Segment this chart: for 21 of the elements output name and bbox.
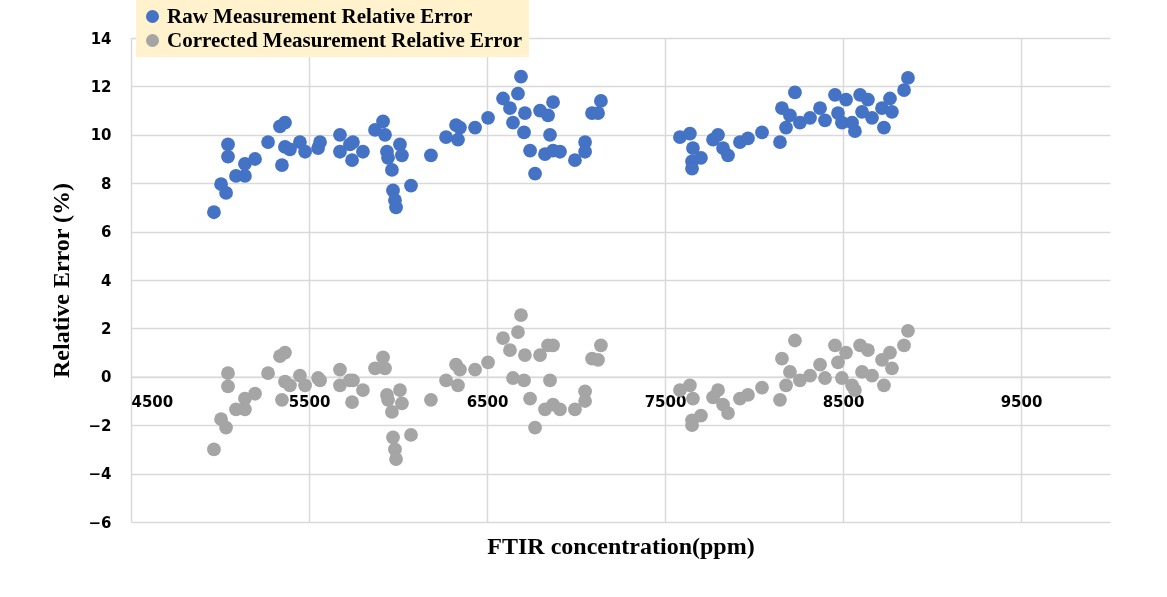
x-axis-title: FTIR concentration(ppm) bbox=[487, 532, 755, 559]
x-tick-label: 6500 bbox=[466, 393, 509, 412]
y-tick-label: 12 bbox=[90, 77, 112, 96]
x-tick-label: 8500 bbox=[822, 393, 865, 412]
y-tick-label: −4 bbox=[88, 465, 112, 484]
x-tick-label: 7500 bbox=[644, 393, 687, 412]
y-tick-label: 14 bbox=[90, 29, 112, 48]
x-tick-label: 9500 bbox=[1000, 393, 1043, 412]
y-tick-label: 2 bbox=[101, 319, 112, 338]
legend-label: Corrected Measurement Relative Error bbox=[167, 27, 523, 52]
y-tick-label: 8 bbox=[101, 174, 112, 193]
y-tick-label: 0 bbox=[101, 368, 112, 387]
y-tick-label: 4 bbox=[101, 271, 112, 290]
y-tick-label: 10 bbox=[90, 126, 112, 145]
y-tick-label: 6 bbox=[101, 223, 112, 242]
y-axis-title: Relative Error (%) bbox=[48, 182, 75, 379]
x-tick-label: 4500 bbox=[131, 393, 174, 412]
y-tick-label: −2 bbox=[88, 416, 112, 435]
legend-label: Raw Measurement Relative Error bbox=[167, 3, 473, 28]
x-tick-label: 5500 bbox=[288, 393, 331, 412]
y-tick-label: −6 bbox=[88, 513, 112, 532]
